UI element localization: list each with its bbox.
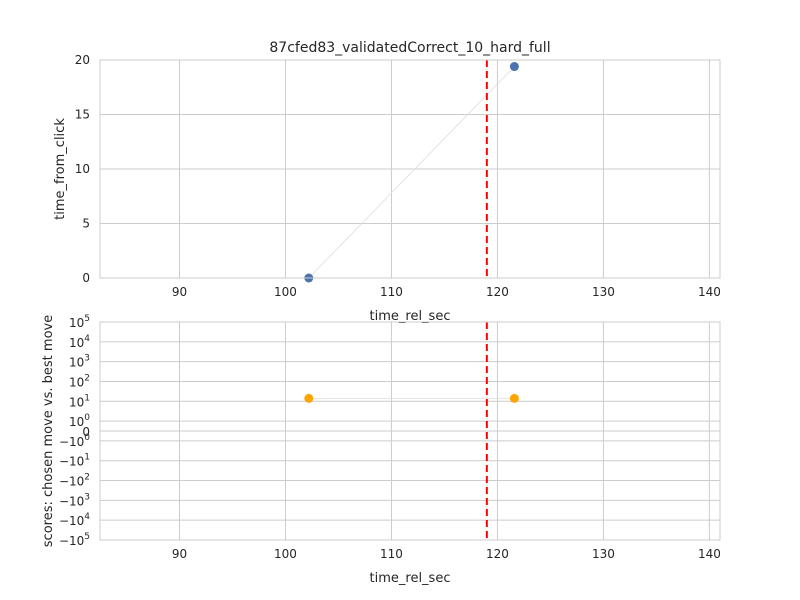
bottom-y-tick-label: 100 bbox=[69, 413, 90, 429]
top-data-point bbox=[509, 62, 519, 72]
bottom-y-tick-label: 105 bbox=[69, 314, 90, 330]
bottom-y-tick-label: −102 bbox=[59, 473, 90, 489]
bottom-data-point bbox=[509, 393, 519, 403]
top-y-tick-label: 20 bbox=[75, 53, 90, 67]
top-x-tick-label: 110 bbox=[380, 285, 403, 299]
bottom-subplot: 90 100 110 120 130 140 1051041031021011000−10… bbox=[41, 314, 721, 586]
top-series-line bbox=[308, 66, 515, 279]
top-y-tick-labels: 0 5 10 15 20 bbox=[75, 53, 90, 285]
top-y-tick-label: 10 bbox=[75, 162, 90, 176]
chart-title: 87cfed83_validatedCorrect_10_hard_full bbox=[269, 40, 550, 56]
bottom-x-tick-label: 140 bbox=[698, 547, 721, 561]
bottom-x-tick-labels: 90 100 110 120 130 140 bbox=[172, 547, 721, 561]
bottom-x-tick-label: 110 bbox=[380, 547, 403, 561]
top-x-tick-labels: 90 100 110 120 130 140 bbox=[172, 285, 721, 299]
bottom-x-tick-label: 120 bbox=[486, 547, 509, 561]
bottom-y-tick-label: 104 bbox=[69, 334, 90, 350]
top-x-tick-label: 130 bbox=[592, 285, 615, 299]
bottom-y-tick-label: 103 bbox=[69, 354, 90, 370]
bottom-y-tick-label: −100 bbox=[59, 433, 90, 449]
top-y-tick-label: 5 bbox=[82, 217, 90, 231]
top-subplot: 90 100 110 120 130 140 0 5 10 15 20 87cfed83_vali… bbox=[53, 40, 721, 324]
top-x-tick-label: 90 bbox=[172, 285, 187, 299]
bottom-axes-frame bbox=[99, 321, 721, 541]
bottom-y-tick-label: −103 bbox=[59, 492, 90, 508]
top-x-axis-label: time_rel_sec bbox=[370, 309, 451, 324]
bottom-x-tick-label: 90 bbox=[172, 547, 187, 561]
top-y-tick-label: 15 bbox=[75, 108, 90, 122]
bottom-y-axis-label: scores: chosen move vs. best move bbox=[41, 315, 56, 547]
top-x-tick-label: 120 bbox=[486, 285, 509, 299]
bottom-y-tick-label: 101 bbox=[69, 393, 90, 409]
bottom-data-point bbox=[304, 393, 314, 403]
bottom-y-tick-label: 0 bbox=[82, 425, 90, 439]
bottom-y-tick-label: −101 bbox=[59, 453, 90, 469]
bottom-x-axis-label: time_rel_sec bbox=[370, 571, 451, 586]
top-x-tick-label: 140 bbox=[698, 285, 721, 299]
top-y-axis-label: time_from_click bbox=[53, 118, 68, 220]
bottom-y-tick-label: −104 bbox=[59, 512, 90, 528]
bottom-x-tick-label: 100 bbox=[274, 547, 297, 561]
bottom-y-tick-label: −105 bbox=[59, 532, 90, 548]
top-y-tick-label: 0 bbox=[82, 271, 90, 285]
top-axes-frame bbox=[99, 59, 721, 279]
bottom-marks bbox=[304, 322, 519, 540]
top-x-tick-label: 100 bbox=[274, 285, 297, 299]
bottom-x-tick-label: 130 bbox=[592, 547, 615, 561]
bottom-y-tick-label: 102 bbox=[69, 373, 90, 389]
